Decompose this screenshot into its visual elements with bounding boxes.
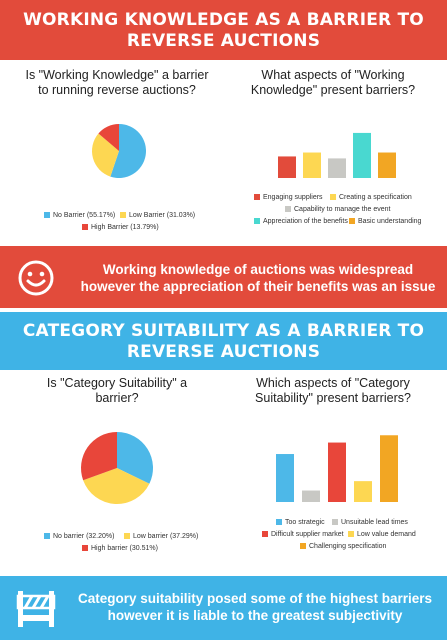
pie-slice-low-barrier (91, 133, 119, 177)
legend-item: Unsuitable lead times (332, 519, 408, 526)
legend-label: No Barrier (55.17%) (53, 212, 116, 219)
pie-slice-no-barrier (110, 124, 146, 178)
legend-swatch (44, 212, 50, 218)
section1-callout-band: Working knowledge of auctions was widesp… (0, 246, 447, 308)
legend-label: Capability to manage the event (294, 206, 391, 213)
legend-swatch (120, 212, 126, 218)
legend-label: Low Barrier (31.03%) (129, 212, 196, 219)
section2-title-line1: Category Suitability as a Barrier to (22, 321, 425, 341)
legend-item: Difficult supplier market (262, 531, 344, 538)
legend-swatch (332, 519, 338, 525)
legend-item: High Barrier (13.79%) (82, 224, 159, 231)
legend-label: No barrier (32.20%) (53, 533, 115, 540)
legend-swatch (300, 543, 306, 549)
legend-swatch (285, 206, 291, 212)
bar-appreciation-of-the-benefits (353, 132, 371, 178)
section2-callout-band: Category suitability posed some of the h… (0, 576, 447, 640)
legend-swatch (348, 531, 354, 537)
legend-label: Too strategic (285, 519, 325, 526)
legend-item: Capability to manage the event (285, 206, 391, 213)
legend-label: Creating a specification (339, 194, 412, 201)
legend-swatch (349, 218, 355, 224)
legend-swatch (254, 218, 260, 224)
section1-title-band: Working Knowledge as a Barrier to Revers… (0, 0, 447, 60)
bar-difficult-supplier-market (328, 442, 346, 502)
bar-capability-to-manage-the-event (328, 158, 346, 178)
legend-label: Appreciation of the benefits (263, 218, 348, 225)
legend-swatch (276, 519, 282, 525)
bar-low-value-demand (354, 481, 372, 502)
legend-label: Engaging suppliers (263, 194, 323, 201)
pie-slice-low-barrier (83, 468, 150, 504)
legend-label: Low barrier (37.29%) (133, 533, 199, 540)
bar-basic-understanding (378, 152, 396, 178)
section2-title-line2: Reverse Auctions (126, 342, 321, 362)
legend-item: No Barrier (55.17%) (44, 212, 115, 219)
legend-item: Appreciation of the benefits (254, 218, 348, 225)
bar-engaging-suppliers (278, 156, 296, 178)
legend-item: Low barrier (37.29%) (124, 533, 198, 540)
legend-label: High barrier (30.51%) (91, 545, 158, 552)
road-barrier-icon (16, 591, 56, 627)
section1-title-line1: Working Knowledge as a Barrier to (23, 10, 424, 30)
section1-right-question: What aspects of "Working Knowledge" pres… (250, 68, 416, 97)
legend-swatch (82, 545, 88, 551)
legend-swatch (330, 194, 336, 200)
legend-swatch (262, 531, 268, 537)
legend-label: Low value demand (357, 531, 416, 538)
legend-item: No barrier (32.20%) (44, 533, 114, 540)
legend-item: Too strategic (276, 519, 325, 526)
legend-swatch (44, 533, 50, 539)
legend-item: Challenging specification (300, 543, 386, 550)
section2-callout-text: Category suitability posed some of the h… (77, 591, 433, 623)
legend-item: Low Barrier (31.03%) (120, 212, 195, 219)
legend-label: Difficult supplier market (271, 531, 344, 538)
section2-left-question: Is "Category Suitability" a barrier? (46, 376, 188, 405)
section2-title-band: Category Suitability as a Barrier to Rev… (0, 312, 447, 370)
bar-challenging-specification (380, 435, 398, 502)
pie-slice-high-barrier (80, 432, 117, 481)
legend-item: High barrier (30.51%) (82, 545, 158, 552)
legend-label: Basic understanding (358, 218, 422, 225)
legend-swatch (124, 533, 130, 539)
bar-too-strategic (276, 454, 294, 502)
section2-right-question: Which aspects of "Category Suitability" … (255, 376, 411, 405)
bar-unsuitable-lead-times (302, 490, 320, 502)
legend-label: High Barrier (13.79%) (91, 224, 159, 231)
section1-title-line2: Reverse Auctions (126, 31, 321, 51)
legend-item: Low value demand (348, 531, 416, 538)
legend-swatch (254, 194, 260, 200)
legend-label: Challenging specification (309, 543, 387, 550)
legend-item: Engaging suppliers (254, 194, 323, 201)
pie-slice-high-barrier (98, 124, 119, 151)
smiley-face-icon (18, 260, 54, 296)
section1-callout-text: Working knowledge of auctions was widesp… (80, 262, 436, 294)
legend-swatch (82, 224, 88, 230)
legend-item: Creating a specification (330, 194, 412, 201)
section1-left-question: Is "Working Knowledge" a barrier to runn… (25, 68, 209, 97)
bar-creating-a-specification (303, 152, 321, 178)
legend-label: Unsuitable lead times (341, 519, 408, 526)
pie-slice-no-barrier (117, 432, 153, 484)
legend-item: Basic understanding (349, 218, 421, 225)
